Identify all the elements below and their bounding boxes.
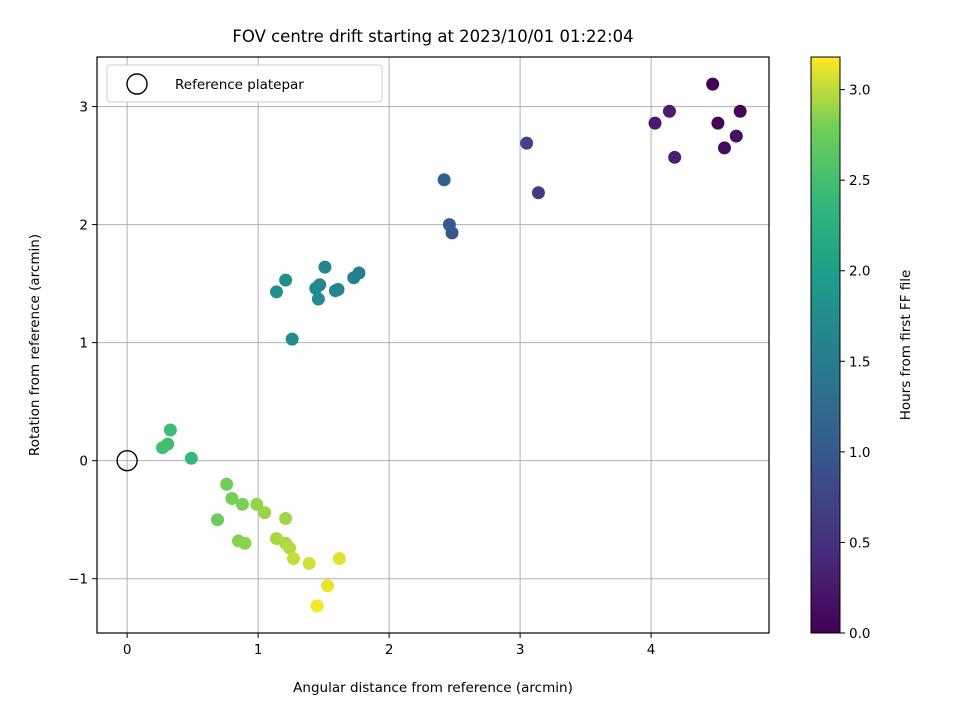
x-axis-label: Angular distance from reference (arcmin) <box>293 680 573 696</box>
data-point <box>311 292 325 306</box>
colorbar-gradient <box>810 56 841 634</box>
data-point <box>332 552 346 566</box>
colorbar-ticks: 0.0 0.5 1.0 1.5 2.0 2.5 3.0 <box>840 83 870 642</box>
data-point <box>442 218 456 232</box>
x-tick-label: 1 <box>254 642 263 658</box>
data-point <box>269 285 283 299</box>
data-point <box>717 141 731 155</box>
y-axis: −1 0 1 2 3 <box>68 100 97 588</box>
chart-title: FOV centre drift starting at 2023/10/01 … <box>232 27 633 46</box>
data-point <box>220 477 234 491</box>
data-point <box>729 129 743 143</box>
data-point <box>235 497 249 511</box>
data-point <box>283 541 297 555</box>
reference-platepar-marker <box>116 449 138 472</box>
data-point <box>662 104 676 118</box>
data-point <box>225 491 239 505</box>
colorbar-label: Hours from first FF file <box>898 270 914 421</box>
x-axis: 0 1 2 3 4 <box>123 633 656 658</box>
colorbar: 0.0 0.5 1.0 1.5 2.0 2.5 3.0 Hours from first F… <box>810 56 914 642</box>
colorbar-tick-label: 2.5 <box>849 173 870 189</box>
data-point <box>310 599 324 613</box>
colorbar-tick-label: 0.5 <box>849 535 870 551</box>
data-point <box>520 136 534 150</box>
colorbar-tick-label: 1.5 <box>849 354 870 370</box>
plot-area-frame <box>96 56 770 634</box>
y-tick-label: −1 <box>68 572 88 588</box>
data-point <box>250 497 264 511</box>
colorbar-tick-label: 0.0 <box>849 626 870 642</box>
y-tick-label: 1 <box>79 336 88 352</box>
data-point <box>211 513 225 527</box>
data-point <box>347 271 361 285</box>
data-point <box>279 512 293 526</box>
legend: Reference platepar <box>106 64 383 103</box>
data-point <box>711 116 725 130</box>
y-tick-label: 2 <box>79 218 88 234</box>
legend-marker-reference <box>126 73 148 95</box>
legend-box <box>106 64 383 103</box>
data-point <box>163 423 177 437</box>
y-tick-label: 0 <box>79 454 88 470</box>
data-point <box>706 77 720 91</box>
legend-label-reference: Reference platepar <box>175 77 304 93</box>
data-point <box>648 116 662 130</box>
data-point <box>286 552 300 566</box>
colorbar-tick-label: 3.0 <box>849 83 870 99</box>
data-point <box>258 506 272 520</box>
data-points <box>116 77 747 613</box>
colorbar-tick-label: 2.0 <box>849 264 870 280</box>
data-point <box>733 104 747 118</box>
data-point <box>285 332 299 346</box>
x-tick-label: 0 <box>123 642 132 658</box>
colorbar-tick-label: 1.0 <box>849 445 870 461</box>
data-point <box>279 273 293 287</box>
data-point <box>321 579 335 593</box>
data-point <box>184 451 198 465</box>
data-point <box>328 284 342 298</box>
data-point <box>309 281 323 295</box>
y-tick-label: 3 <box>79 100 88 116</box>
data-point <box>302 556 316 570</box>
data-point <box>238 536 252 550</box>
y-axis-label: Rotation from reference (arcmin) <box>27 234 43 456</box>
data-point <box>437 173 451 187</box>
data-point <box>668 150 682 164</box>
x-tick-label: 3 <box>516 642 525 658</box>
data-point <box>155 441 169 455</box>
data-point <box>318 260 332 274</box>
x-tick-label: 4 <box>647 642 656 658</box>
grid-lines <box>97 57 769 633</box>
x-tick-label: 2 <box>385 642 394 658</box>
data-point <box>531 186 545 200</box>
